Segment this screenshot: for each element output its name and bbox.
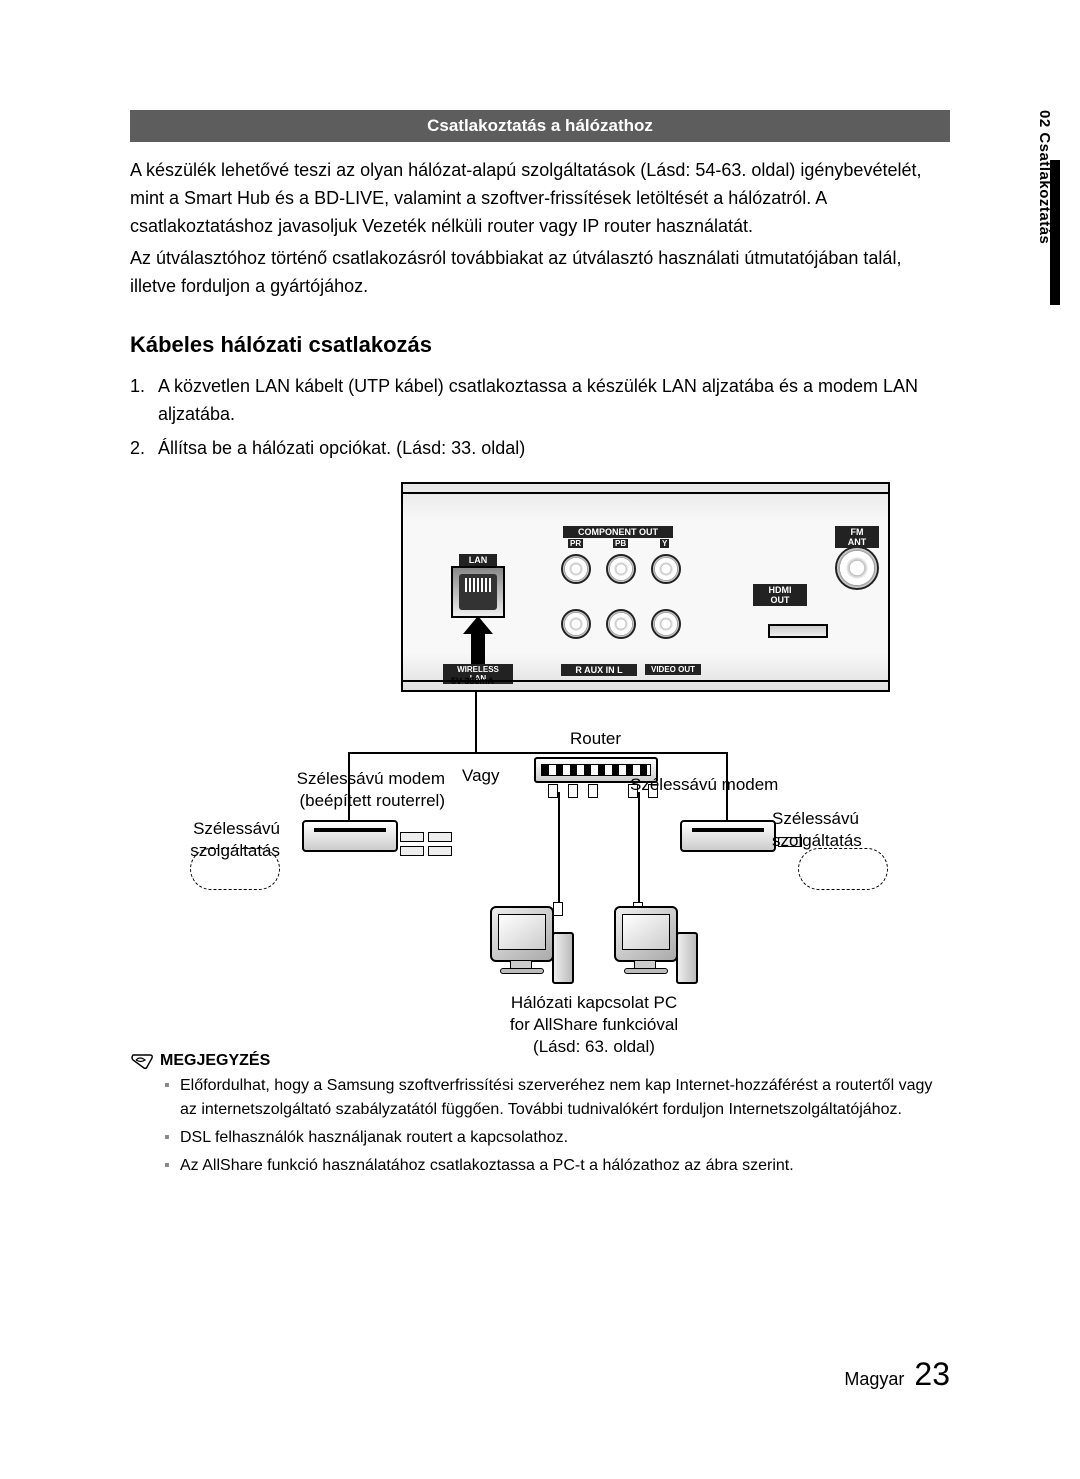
wire — [348, 752, 728, 754]
component-label: COMPONENT OUT — [563, 526, 673, 538]
aux-r-jack — [561, 609, 591, 639]
wire — [558, 792, 560, 912]
note-1-text: Előfordulhat, hogy a Samsung szoftverfri… — [180, 1074, 950, 1122]
modem-right-label: Szélessávú modem — [630, 774, 820, 796]
component-y-jack — [651, 554, 681, 584]
footer-page-number: 23 — [914, 1356, 950, 1393]
note-item-3: ▪ Az AllShare funkció használatához csat… — [164, 1154, 950, 1178]
wire — [638, 792, 640, 912]
wire — [475, 692, 477, 752]
wireless-lan-label: WIRELESS LAN — [443, 664, 513, 684]
page-footer: Magyar 23 — [844, 1356, 950, 1393]
pc-left-icon — [490, 906, 580, 994]
lan-arrow-icon — [463, 616, 493, 666]
step-1-text: A közvetlen LAN kábelt (UTP kábel) csatl… — [158, 372, 950, 428]
side-tab-marker — [1050, 160, 1060, 305]
note-bullet: ▪ — [164, 1074, 180, 1122]
hdmi-port — [768, 624, 828, 638]
router-port-icon — [568, 784, 578, 798]
cable-connector-icon — [400, 846, 424, 856]
component-pr-jack — [561, 554, 591, 584]
power-label: 5V 350mA — [451, 676, 494, 686]
service-right-label: Szélessávú szolgáltatás — [772, 808, 892, 852]
subsection-heading: Kábeles hálózati csatlakozás — [130, 332, 950, 358]
note-2-text: DSL felhasználók használjanak routert a … — [180, 1126, 568, 1150]
pc-right-icon — [614, 906, 704, 994]
note-item-1: ▪ Előfordulhat, hogy a Samsung szoftverf… — [164, 1074, 950, 1122]
component-pb-jack — [606, 554, 636, 584]
modem-left-l2: (beépített routerrel) — [299, 791, 445, 810]
note-bullet: ▪ — [164, 1154, 180, 1178]
router-port-icon — [588, 784, 598, 798]
step-2-text: Állítsa be a hálózati opciókat. (Lásd: 3… — [158, 434, 525, 462]
fm-label: FM ANT — [835, 526, 879, 548]
note-bullet: ▪ — [164, 1126, 180, 1150]
side-tab: 02 Csatlakoztatás — [1033, 105, 1058, 445]
network-diagram: LAN WIRELESS LAN 5V 350mA COMPONENT OUT … — [190, 482, 890, 1042]
note-item-2: ▪ DSL felhasználók használjanak routert … — [164, 1126, 950, 1150]
pc-caption: Hálózati kapcsolat PC for AllShare funkc… — [474, 992, 714, 1058]
aux-l-jack — [606, 609, 636, 639]
lan-label: LAN — [459, 554, 497, 566]
lan-port — [451, 566, 505, 618]
step-1: 1. A közvetlen LAN kábelt (UTP kábel) cs… — [130, 372, 950, 428]
service-left-label: Szélessávú szolgáltatás — [170, 818, 280, 862]
router-label: Router — [570, 728, 621, 750]
step-2: 2. Állítsa be a hálózati opciókat. (Lásd… — [130, 434, 950, 462]
or-label: Vagy — [462, 765, 500, 787]
modem-left-label: Szélessávú modem (beépített routerrel) — [285, 768, 445, 812]
intro-p1: A készülék lehetővé teszi az olyan hálóz… — [130, 156, 950, 240]
steps-list: 1. A közvetlen LAN kábelt (UTP kábel) cs… — [130, 372, 950, 462]
note-heading-text: MEGJEGYZÉS — [160, 1052, 270, 1070]
cable-connector-icon — [428, 832, 452, 842]
modem-left-l1: Szélessávú modem — [297, 769, 445, 788]
cloud-right-icon — [798, 848, 888, 890]
intro-p2: Az útválasztóhoz történő csatlakozásról … — [130, 244, 950, 300]
hdmi-label: HDMI OUT — [753, 584, 807, 606]
cable-connector-icon — [428, 846, 452, 856]
fm-ant-jack — [835, 546, 879, 590]
device-rear-panel: LAN WIRELESS LAN 5V 350mA COMPONENT OUT … — [401, 482, 890, 692]
note-icon — [130, 1052, 154, 1070]
step-num-2: 2. — [130, 434, 158, 462]
step-num-1: 1. — [130, 372, 158, 428]
modem-right-icon — [680, 820, 776, 852]
page-content: Csatlakoztatás a hálózathoz A készülék l… — [130, 110, 950, 1178]
aux-label: R AUX IN L — [561, 664, 637, 676]
footer-language: Magyar — [844, 1369, 904, 1390]
video-out-label: VIDEO OUT — [645, 664, 701, 675]
cable-connector-icon — [400, 832, 424, 842]
note-3-text: Az AllShare funkció használatához csatla… — [180, 1154, 794, 1178]
router-port-icon — [548, 784, 558, 798]
note-list: ▪ Előfordulhat, hogy a Samsung szoftverf… — [164, 1074, 950, 1178]
video-out-jack — [651, 609, 681, 639]
section-title-bar: Csatlakoztatás a hálózathoz — [130, 110, 950, 142]
modem-left-icon — [302, 820, 398, 852]
intro-block: A készülék lehetővé teszi az olyan hálóz… — [130, 156, 950, 300]
